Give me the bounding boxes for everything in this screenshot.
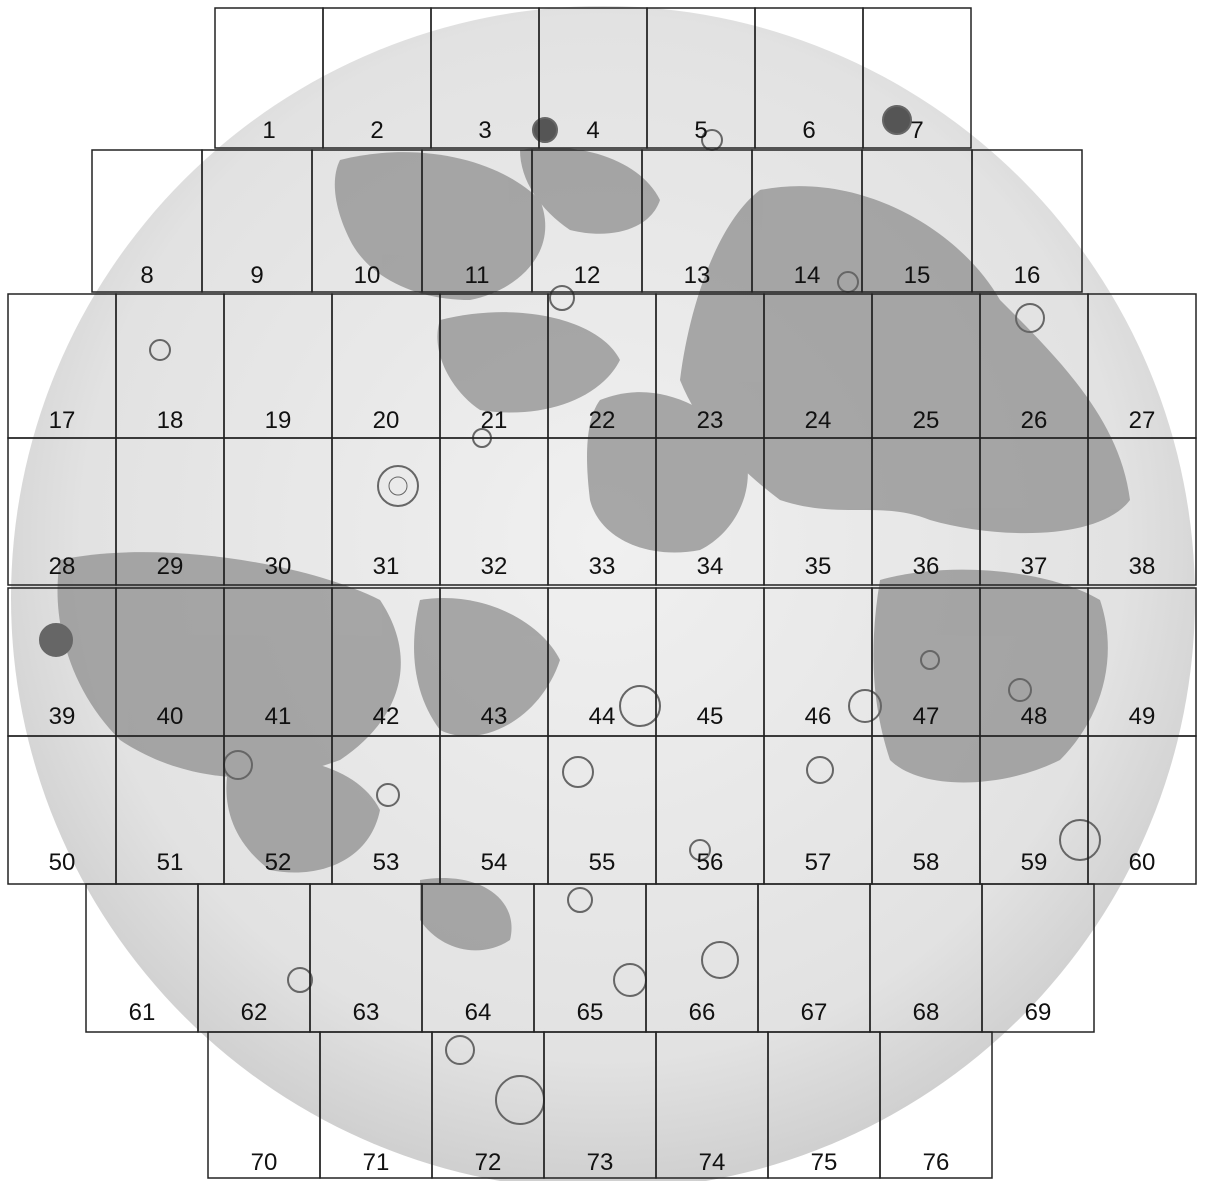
chart-cell	[1087, 437, 1197, 586]
chart-cell-label: 73	[587, 1149, 614, 1176]
chart-cell-label: 35	[805, 553, 832, 580]
chart-cell-label: 65	[577, 999, 604, 1026]
chart-cell-label: 18	[157, 407, 184, 434]
chart-cell-label: 63	[353, 999, 380, 1026]
chart-cell-label: 16	[1014, 262, 1041, 289]
chart-cell-label: 44	[589, 703, 616, 730]
chart-cell-label: 10	[354, 262, 381, 289]
chart-cell-label: 13	[684, 262, 711, 289]
chart-cell-label: 3	[478, 117, 491, 144]
chart-cell-label: 37	[1021, 553, 1048, 580]
chart-cell-label: 34	[697, 553, 724, 580]
chart-cell-label: 12	[574, 262, 601, 289]
chart-cell-label: 43	[481, 703, 508, 730]
chart-cell-label: 68	[913, 999, 940, 1026]
chart-cell-label: 7	[910, 117, 923, 144]
chart-cell-label: 53	[373, 849, 400, 876]
chart-cell-label: 52	[265, 849, 292, 876]
chart-cell-label: 71	[363, 1149, 390, 1176]
chart-cell-label: 36	[913, 553, 940, 580]
chart-cell-label: 1	[262, 117, 275, 144]
chart-cell-label: 56	[697, 849, 724, 876]
chart-cell-label: 14	[794, 262, 821, 289]
chart-cell-label: 6	[802, 117, 815, 144]
chart-cell-label: 27	[1129, 407, 1156, 434]
chart-cell-label: 5	[694, 117, 707, 144]
chart-cell	[981, 883, 1095, 1033]
chart-cell-label: 59	[1021, 849, 1048, 876]
chart-cell-label: 55	[589, 849, 616, 876]
chart-cell-label: 9	[250, 262, 263, 289]
chart-cell-label: 22	[589, 407, 616, 434]
chart-cell-label: 40	[157, 703, 184, 730]
chart-cell-label: 31	[373, 553, 400, 580]
chart-cell-label: 19	[265, 407, 292, 434]
chart-cell-label: 61	[129, 999, 156, 1026]
maria-shading	[57, 147, 1130, 951]
chart-cell-label: 29	[157, 553, 184, 580]
chart-cell-label: 46	[805, 703, 832, 730]
chart-cell-label: 49	[1129, 703, 1156, 730]
chart-cell-label: 4	[586, 117, 599, 144]
chart-grid	[7, 7, 1197, 1179]
chart-cell-label: 30	[265, 553, 292, 580]
chart-cell-label: 45	[697, 703, 724, 730]
chart-cell-label: 39	[49, 703, 76, 730]
chart-cell-label: 67	[801, 999, 828, 1026]
chart-cell	[971, 149, 1083, 293]
chart-cell-label: 38	[1129, 553, 1156, 580]
chart-cell-label: 20	[373, 407, 400, 434]
chart-cell-label: 17	[49, 407, 76, 434]
chart-cell-label: 26	[1021, 407, 1048, 434]
chart-cell-label: 33	[589, 553, 616, 580]
chart-cell-label: 57	[805, 849, 832, 876]
chart-cell-label: 70	[251, 1149, 278, 1176]
chart-cell-label: 15	[904, 262, 931, 289]
chart-cell-label: 64	[465, 999, 492, 1026]
chart-cell	[879, 1031, 993, 1179]
chart-cell-label: 72	[475, 1149, 502, 1176]
chart-cell-label: 24	[805, 407, 832, 434]
chart-cell-label: 66	[689, 999, 716, 1026]
chart-cell-label: 51	[157, 849, 184, 876]
chart-cell-label: 21	[481, 407, 508, 434]
chart-cell-label: 60	[1129, 849, 1156, 876]
chart-cell-label: 41	[265, 703, 292, 730]
chart-cell-label: 74	[699, 1149, 726, 1176]
chart-cell	[862, 7, 972, 149]
chart-cell-label: 47	[913, 703, 940, 730]
chart-cell-label: 76	[923, 1149, 950, 1176]
chart-cell-label: 32	[481, 553, 508, 580]
chart-cell	[1087, 735, 1197, 885]
chart-cell-label: 8	[140, 262, 153, 289]
chart-cell-label: 54	[481, 849, 508, 876]
chart-cell-label: 58	[913, 849, 940, 876]
chart-cell-label: 48	[1021, 703, 1048, 730]
chart-cell-label: 50	[49, 849, 76, 876]
chart-cell-label: 42	[373, 703, 400, 730]
chart-cell-label: 75	[811, 1149, 838, 1176]
chart-cell-label: 25	[913, 407, 940, 434]
chart-cell-label: 69	[1025, 999, 1052, 1026]
chart-cell-label: 62	[241, 999, 268, 1026]
chart-cell-label: 28	[49, 553, 76, 580]
chart-cell-label: 23	[697, 407, 724, 434]
chart-cell-label: 2	[370, 117, 383, 144]
chart-cell-label: 11	[465, 262, 490, 289]
